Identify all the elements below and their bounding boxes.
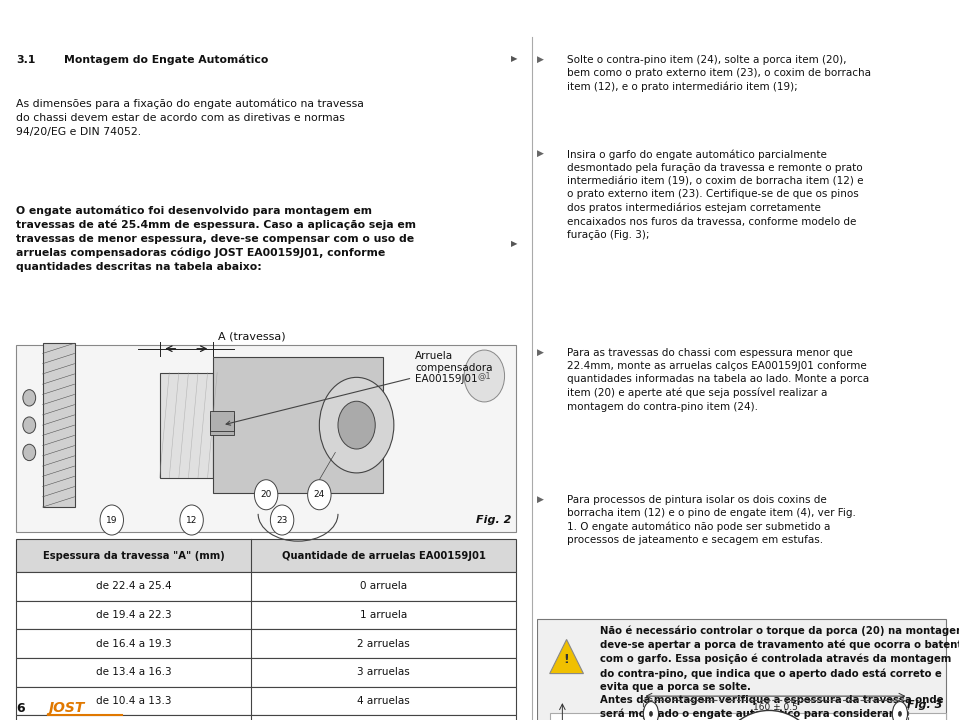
Text: 1 arruela: 1 arruela xyxy=(360,610,408,620)
Circle shape xyxy=(270,505,293,535)
Text: 160 ± 0.5: 160 ± 0.5 xyxy=(753,703,798,712)
FancyBboxPatch shape xyxy=(16,346,516,532)
Text: 3.1: 3.1 xyxy=(16,55,35,65)
Text: Não é necessário controlar o torque da porca (20) na montagem,
deve-se apertar a: Não é necessário controlar o torque da p… xyxy=(600,626,959,720)
Text: de 22.4 a 25.4: de 22.4 a 25.4 xyxy=(96,581,172,591)
Circle shape xyxy=(319,377,394,473)
Text: de 10.4 a 13.3: de 10.4 a 13.3 xyxy=(96,696,172,706)
Text: Para processos de pintura isolar os dois coxins de
borracha item (12) e o pino d: Para processos de pintura isolar os dois… xyxy=(567,495,855,545)
Circle shape xyxy=(308,480,331,510)
Circle shape xyxy=(254,480,278,510)
Circle shape xyxy=(23,444,35,461)
Text: Espessura da travessa "A" (mm): Espessura da travessa "A" (mm) xyxy=(42,551,224,560)
FancyBboxPatch shape xyxy=(213,357,384,493)
Text: ▶: ▶ xyxy=(537,55,544,63)
Text: ▶: ▶ xyxy=(537,149,544,158)
Circle shape xyxy=(180,505,203,535)
FancyBboxPatch shape xyxy=(16,715,516,720)
FancyBboxPatch shape xyxy=(550,714,947,720)
Text: ▶: ▶ xyxy=(511,240,518,248)
Text: 24: 24 xyxy=(314,490,325,499)
Text: Fig. 3: Fig. 3 xyxy=(907,700,942,710)
Text: Insira o garfo do engate automático parcialmente
desmontado pela furação da trav: Insira o garfo do engate automático parc… xyxy=(567,149,863,240)
FancyBboxPatch shape xyxy=(16,687,516,715)
Text: 3  Montagem: 3 Montagem xyxy=(12,12,124,26)
Text: O engate automático foi desenvolvido para montagem em
travessas de até 25.4mm de: O engate automático foi desenvolvido par… xyxy=(16,205,416,271)
Circle shape xyxy=(23,390,35,406)
Circle shape xyxy=(899,711,901,716)
Circle shape xyxy=(338,401,375,449)
Text: @1: @1 xyxy=(478,372,491,380)
Text: Arruela
compensadora
EA00159J01: Arruela compensadora EA00159J01 xyxy=(226,351,493,426)
FancyBboxPatch shape xyxy=(16,600,516,629)
Text: 20: 20 xyxy=(261,490,271,499)
Ellipse shape xyxy=(710,711,829,720)
Circle shape xyxy=(100,505,124,535)
Text: As dimensões para a fixação do engate automático na travessa
do chassi devem est: As dimensões para a fixação do engate au… xyxy=(16,99,363,137)
Text: 2 arruelas: 2 arruelas xyxy=(358,639,410,649)
FancyBboxPatch shape xyxy=(210,411,234,431)
Text: de 19.4 a 22.3: de 19.4 a 22.3 xyxy=(96,610,172,620)
Circle shape xyxy=(23,417,35,433)
Text: Quantidade de arruelas EA00159J01: Quantidade de arruelas EA00159J01 xyxy=(282,551,485,560)
FancyBboxPatch shape xyxy=(42,343,75,507)
Polygon shape xyxy=(550,639,583,674)
Text: Engate Automático: Engate Automático xyxy=(784,11,947,27)
FancyBboxPatch shape xyxy=(16,539,516,572)
FancyBboxPatch shape xyxy=(16,572,516,600)
Circle shape xyxy=(464,350,504,402)
Text: Fig. 2: Fig. 2 xyxy=(476,516,511,526)
Text: de 16.4 a 19.3: de 16.4 a 19.3 xyxy=(96,639,172,649)
Text: ▶: ▶ xyxy=(537,495,544,504)
Text: 12: 12 xyxy=(186,516,198,524)
Text: !: ! xyxy=(564,654,570,667)
Text: 4 arruelas: 4 arruelas xyxy=(358,696,410,706)
FancyBboxPatch shape xyxy=(210,415,234,436)
FancyBboxPatch shape xyxy=(159,372,213,477)
Text: 6: 6 xyxy=(16,701,25,714)
Text: 23: 23 xyxy=(276,516,288,524)
Text: JOST: JOST xyxy=(48,701,84,714)
Text: ▶: ▶ xyxy=(537,348,544,357)
Text: Para as travessas do chassi com espessura menor que
22.4mm, monte as arruelas ca: Para as travessas do chassi com espessur… xyxy=(567,348,869,412)
Text: Solte o contra-pino item (24), solte a porca item (20),
bem como o prato externo: Solte o contra-pino item (24), solte a p… xyxy=(567,55,871,91)
FancyBboxPatch shape xyxy=(16,629,516,658)
Text: Montagem do Engate Automático: Montagem do Engate Automático xyxy=(64,55,269,65)
Circle shape xyxy=(643,701,659,720)
Text: de 13.4 a 16.3: de 13.4 a 16.3 xyxy=(96,667,172,678)
Text: 19: 19 xyxy=(106,516,118,524)
FancyBboxPatch shape xyxy=(537,619,947,720)
FancyBboxPatch shape xyxy=(16,658,516,687)
Text: A (travessa): A (travessa) xyxy=(219,332,286,342)
Circle shape xyxy=(892,701,907,720)
Text: ▶: ▶ xyxy=(511,55,518,63)
Text: 3 arruelas: 3 arruelas xyxy=(358,667,410,678)
Circle shape xyxy=(649,711,652,716)
Text: 0 arruela: 0 arruela xyxy=(361,581,408,591)
